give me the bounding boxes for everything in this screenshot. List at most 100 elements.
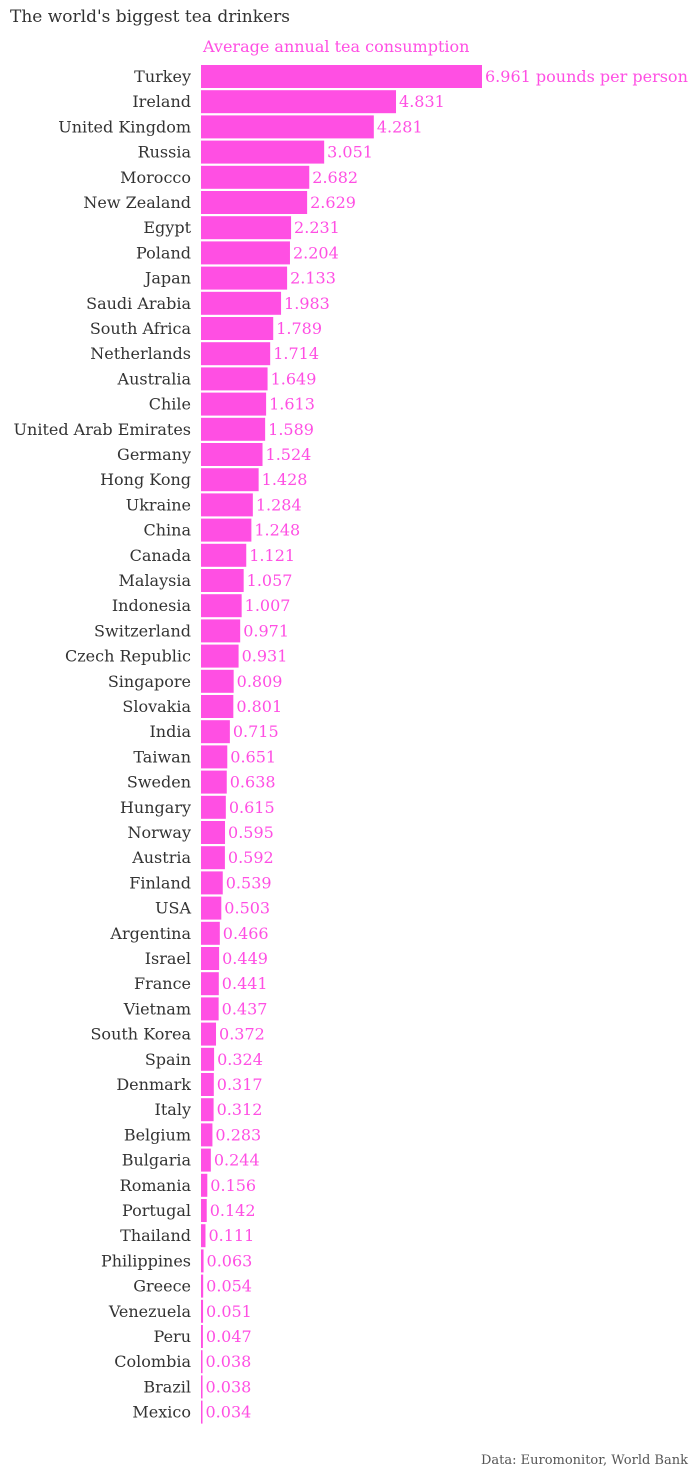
value-label: 0.372 <box>219 1025 265 1044</box>
bar <box>201 443 263 466</box>
value-label: 1.789 <box>276 319 322 338</box>
value-label: 0.615 <box>229 798 275 817</box>
value-label: 1.649 <box>271 369 317 388</box>
bar <box>201 1073 214 1096</box>
bar <box>201 821 226 844</box>
category-label: Spain <box>145 1050 191 1069</box>
category-label: Hungary <box>120 798 191 817</box>
bar <box>201 1098 214 1122</box>
value-label: 0.651 <box>230 747 276 766</box>
bar <box>201 1350 203 1374</box>
category-label: Singapore <box>108 672 191 691</box>
value-label: 0.317 <box>217 1075 263 1094</box>
category-label: Brazil <box>143 1377 191 1396</box>
bar <box>201 569 244 592</box>
category-label: Chile <box>149 395 191 414</box>
bar <box>201 241 290 265</box>
category-label: Greece <box>133 1277 191 1296</box>
category-label: Malaysia <box>119 571 192 590</box>
value-label: 2.629 <box>310 193 356 212</box>
category-label: Austria <box>131 848 191 867</box>
category-label: Italy <box>155 1100 191 1119</box>
category-label: United Arab Emirates <box>14 420 191 439</box>
category-label: Ireland <box>132 92 191 111</box>
bar <box>201 1249 204 1273</box>
category-label: Canada <box>130 546 192 565</box>
bar <box>201 342 271 366</box>
bar <box>201 417 266 441</box>
value-label: 0.592 <box>228 848 274 867</box>
bar <box>201 1274 204 1298</box>
bar <box>201 115 374 139</box>
category-label: Denmark <box>116 1075 191 1094</box>
bar <box>201 921 220 945</box>
value-label: 0.441 <box>222 974 268 993</box>
category-label: Indonesia <box>112 596 192 615</box>
category-label: Belgium <box>124 1125 191 1144</box>
value-label: 0.539 <box>226 873 272 892</box>
value-label: 3.051 <box>327 143 373 162</box>
bar <box>201 165 310 189</box>
bar <box>201 392 267 416</box>
category-label: Switzerland <box>94 621 191 640</box>
bar <box>201 896 222 920</box>
bar <box>201 846 225 870</box>
value-label: 0.312 <box>217 1100 263 1119</box>
bar <box>201 1148 211 1172</box>
value-label: 0.038 <box>206 1377 252 1396</box>
bar <box>201 795 226 819</box>
value-label: 1.524 <box>266 445 312 464</box>
category-label: India <box>149 722 191 741</box>
category-label: Vietnam <box>123 999 191 1018</box>
value-label: 0.437 <box>222 999 268 1018</box>
bar <box>201 997 219 1021</box>
value-label: 0.638 <box>230 773 276 792</box>
category-label: Philippines <box>101 1251 191 1270</box>
bar <box>201 619 241 643</box>
value-label: 1.714 <box>273 344 319 363</box>
value-label: 1.121 <box>249 546 295 565</box>
bar <box>201 543 247 567</box>
category-label: Netherlands <box>90 344 191 363</box>
value-label: 4.831 <box>399 92 445 111</box>
category-label: Hong Kong <box>100 470 191 489</box>
value-label: 0.449 <box>222 949 268 968</box>
category-label: Mexico <box>132 1403 191 1422</box>
bar <box>201 594 242 618</box>
value-label: 1.284 <box>256 495 302 514</box>
value-label: 0.715 <box>233 722 279 741</box>
source-note: Data: Euromonitor, World Bank <box>480 1453 688 1468</box>
value-label: 0.324 <box>217 1050 263 1069</box>
value-label: 6.961 pounds per person <box>485 67 688 86</box>
category-label: France <box>134 974 191 993</box>
bar <box>201 1299 204 1323</box>
category-label: Egypt <box>143 218 191 237</box>
bar <box>201 317 274 340</box>
bar <box>201 1199 207 1222</box>
bar <box>201 695 234 718</box>
category-label: Argentina <box>109 924 191 943</box>
category-label: Finland <box>129 873 191 892</box>
value-label: 1.007 <box>245 596 291 615</box>
bar <box>201 468 259 492</box>
category-label: Venezuela <box>108 1302 192 1321</box>
category-label: Portugal <box>122 1201 191 1220</box>
value-label: 1.983 <box>284 294 330 313</box>
value-label: 0.054 <box>206 1277 252 1296</box>
category-label: Turkey <box>134 67 191 86</box>
value-label: 1.057 <box>247 571 293 590</box>
value-label: 1.613 <box>269 395 315 414</box>
bar <box>201 90 397 114</box>
value-label: 0.466 <box>223 924 269 943</box>
category-label: Russia <box>138 143 192 162</box>
bar <box>201 1325 203 1348</box>
bar <box>201 1123 213 1147</box>
category-label: Thailand <box>120 1226 191 1245</box>
value-label: 1.589 <box>268 420 314 439</box>
value-label: 0.038 <box>206 1352 252 1371</box>
value-label: 0.595 <box>228 823 274 842</box>
category-label: Israel <box>145 949 191 968</box>
bar <box>201 669 234 693</box>
bar <box>201 1047 215 1071</box>
